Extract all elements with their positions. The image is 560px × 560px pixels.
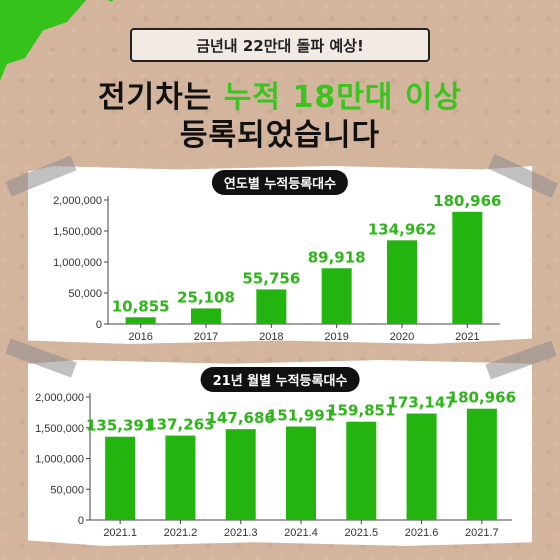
data-label: 180,966	[448, 389, 516, 407]
data-label: 55,756	[242, 269, 300, 287]
data-label: 137,263	[146, 416, 214, 434]
headline-line-1: 전기차는 누적 18만대 이상	[0, 72, 560, 116]
bar	[452, 211, 483, 324]
monthly-chart-title: 21년 월별 누적등록대수	[200, 367, 360, 392]
data-label: 159,851	[327, 402, 395, 420]
headline-tag: 금년내 22만대 돌파 예상!	[130, 28, 430, 62]
bar	[406, 413, 437, 520]
bar	[105, 436, 136, 520]
x-tick-label: 2021.2	[164, 527, 198, 539]
y-tick-label: 2,000,000	[53, 195, 102, 207]
x-tick-label: 2016	[128, 331, 152, 343]
bar	[165, 435, 196, 520]
y-tick-label: 1,500,000	[35, 423, 84, 435]
bar	[225, 429, 256, 520]
headline-highlight: 누적 18만대 이상	[223, 80, 463, 115]
bar	[125, 317, 156, 324]
headline-line-2: 등록되었습니다	[179, 118, 381, 153]
bar	[346, 421, 377, 520]
y-tick-label: 1,000,000	[53, 257, 102, 269]
y-tick-label: 1,500,000	[53, 226, 102, 238]
data-label: 147,686	[207, 409, 275, 427]
data-label: 180,966	[433, 192, 501, 210]
x-tick-label: 2021	[455, 331, 479, 343]
y-tick-label: 2,000,000	[35, 392, 84, 404]
yearly-chart-title: 연도별 누적등록대수	[211, 170, 349, 195]
data-label: 10,855	[112, 297, 170, 315]
bar	[191, 308, 221, 324]
x-tick-label: 2018	[259, 331, 283, 343]
y-tick-label: 50,000	[50, 484, 84, 496]
bar	[466, 408, 497, 520]
x-tick-label: 2019	[324, 331, 348, 343]
data-label: 151,991	[267, 407, 335, 425]
y-tick-label: 1,000,000	[35, 454, 84, 466]
y-tick-label: 0	[96, 319, 102, 331]
bar	[387, 240, 417, 324]
yearly-bar-chart: 0 50,000 1,000,000 1,500,000 2,000,000 2016 10…	[53, 192, 501, 343]
headline-prefix: 전기차는	[97, 80, 224, 115]
data-label: 25,108	[177, 288, 235, 306]
x-tick-label: 2021.4	[284, 527, 318, 539]
bar	[286, 426, 316, 520]
x-tick-label: 2021.5	[344, 527, 378, 539]
x-tick-label: 2017	[194, 331, 218, 343]
x-tick-label: 2021.3	[224, 527, 258, 539]
data-label: 135,391	[86, 417, 154, 435]
data-label: 173,147	[387, 394, 455, 412]
bar	[321, 268, 352, 324]
x-tick-label: 2020	[390, 331, 414, 343]
y-tick-label: 0	[78, 515, 84, 527]
bar	[256, 289, 287, 324]
x-tick-label: 2021.7	[465, 527, 499, 539]
y-tick-label: 50,000	[68, 288, 102, 300]
x-tick-label: 2021.6	[405, 527, 439, 539]
monthly-bar-chart: 0 50,000 1,000,000 1,500,000 2,000,000 2021.1…	[35, 389, 516, 539]
data-label: 89,918	[308, 248, 366, 266]
data-label: 134,962	[368, 220, 436, 238]
x-tick-label: 2021.1	[103, 527, 137, 539]
